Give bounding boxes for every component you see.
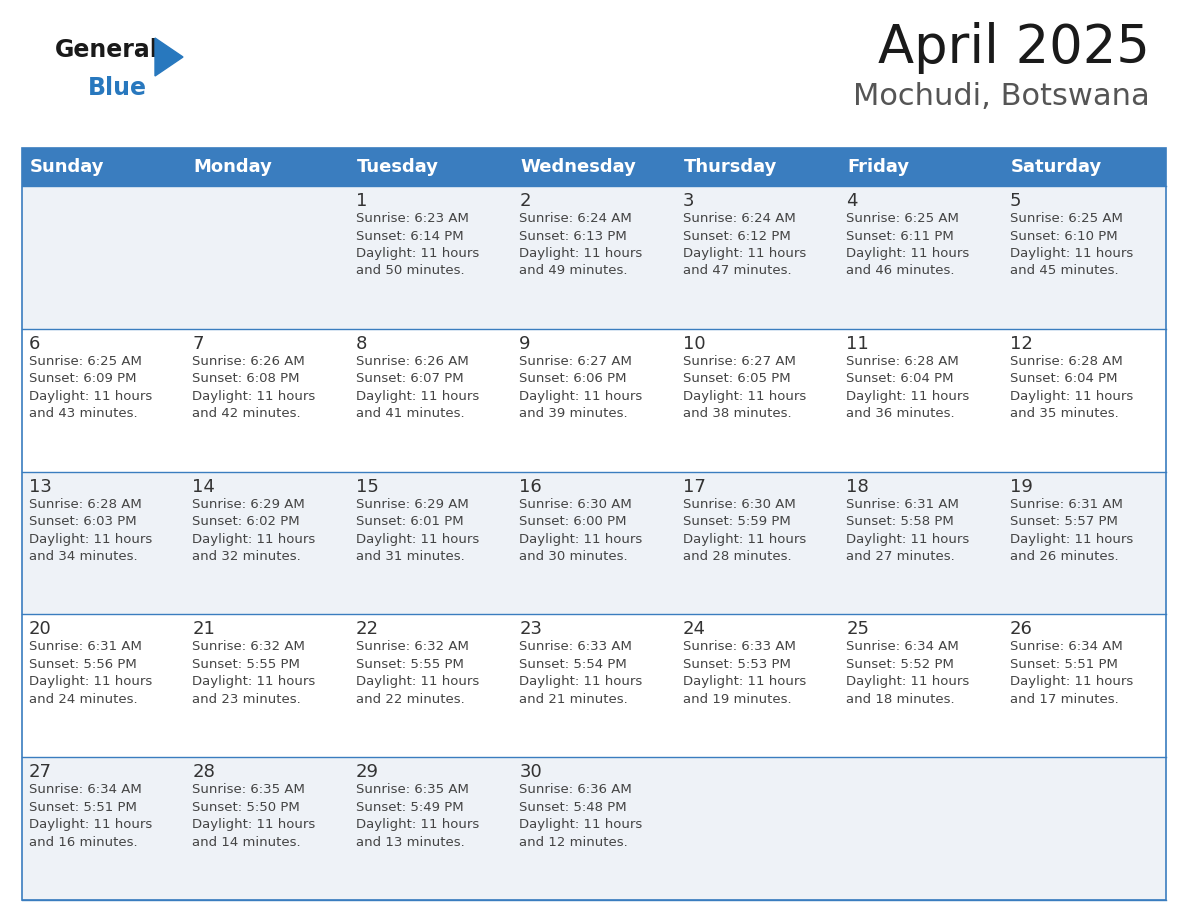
Text: Sunrise: 6:31 AM
Sunset: 5:57 PM
Daylight: 11 hours
and 26 minutes.: Sunrise: 6:31 AM Sunset: 5:57 PM Dayligh… — [1010, 498, 1133, 563]
Text: Sunrise: 6:34 AM
Sunset: 5:51 PM
Daylight: 11 hours
and 16 minutes.: Sunrise: 6:34 AM Sunset: 5:51 PM Dayligh… — [29, 783, 152, 849]
Text: 8: 8 — [356, 335, 367, 353]
Text: Sunrise: 6:26 AM
Sunset: 6:07 PM
Daylight: 11 hours
and 41 minutes.: Sunrise: 6:26 AM Sunset: 6:07 PM Dayligh… — [356, 354, 479, 420]
Text: 2: 2 — [519, 192, 531, 210]
Bar — [23, 757, 1165, 900]
Text: 3: 3 — [683, 192, 694, 210]
Text: 24: 24 — [683, 621, 706, 638]
Text: 29: 29 — [356, 763, 379, 781]
Text: 1: 1 — [356, 192, 367, 210]
Text: Sunrise: 6:24 AM
Sunset: 6:12 PM
Daylight: 11 hours
and 47 minutes.: Sunrise: 6:24 AM Sunset: 6:12 PM Dayligh… — [683, 212, 805, 277]
Text: Sunrise: 6:24 AM
Sunset: 6:13 PM
Daylight: 11 hours
and 49 minutes.: Sunrise: 6:24 AM Sunset: 6:13 PM Dayligh… — [519, 212, 643, 277]
Text: Sunday: Sunday — [30, 158, 105, 176]
Text: 16: 16 — [519, 477, 542, 496]
Text: Sunrise: 6:35 AM
Sunset: 5:49 PM
Daylight: 11 hours
and 13 minutes.: Sunrise: 6:35 AM Sunset: 5:49 PM Dayligh… — [356, 783, 479, 849]
Text: 4: 4 — [846, 192, 858, 210]
Text: Saturday: Saturday — [1011, 158, 1101, 176]
Text: 28: 28 — [192, 763, 215, 781]
Text: 14: 14 — [192, 477, 215, 496]
Text: 18: 18 — [846, 477, 868, 496]
Text: Sunrise: 6:25 AM
Sunset: 6:09 PM
Daylight: 11 hours
and 43 minutes.: Sunrise: 6:25 AM Sunset: 6:09 PM Dayligh… — [29, 354, 152, 420]
Text: Monday: Monday — [194, 158, 272, 176]
Text: Sunrise: 6:30 AM
Sunset: 5:59 PM
Daylight: 11 hours
and 28 minutes.: Sunrise: 6:30 AM Sunset: 5:59 PM Dayligh… — [683, 498, 805, 563]
Text: 19: 19 — [1010, 477, 1032, 496]
Text: 21: 21 — [192, 621, 215, 638]
Text: 26: 26 — [1010, 621, 1032, 638]
Text: Sunrise: 6:28 AM
Sunset: 6:04 PM
Daylight: 11 hours
and 36 minutes.: Sunrise: 6:28 AM Sunset: 6:04 PM Dayligh… — [846, 354, 969, 420]
Text: Sunrise: 6:28 AM
Sunset: 6:04 PM
Daylight: 11 hours
and 35 minutes.: Sunrise: 6:28 AM Sunset: 6:04 PM Dayligh… — [1010, 354, 1133, 420]
Text: Sunrise: 6:36 AM
Sunset: 5:48 PM
Daylight: 11 hours
and 12 minutes.: Sunrise: 6:36 AM Sunset: 5:48 PM Dayligh… — [519, 783, 643, 849]
Text: 25: 25 — [846, 621, 870, 638]
Text: 27: 27 — [29, 763, 52, 781]
Text: Sunrise: 6:25 AM
Sunset: 6:11 PM
Daylight: 11 hours
and 46 minutes.: Sunrise: 6:25 AM Sunset: 6:11 PM Dayligh… — [846, 212, 969, 277]
Text: Sunrise: 6:34 AM
Sunset: 5:52 PM
Daylight: 11 hours
and 18 minutes.: Sunrise: 6:34 AM Sunset: 5:52 PM Dayligh… — [846, 641, 969, 706]
Text: Sunrise: 6:26 AM
Sunset: 6:08 PM
Daylight: 11 hours
and 42 minutes.: Sunrise: 6:26 AM Sunset: 6:08 PM Dayligh… — [192, 354, 316, 420]
Text: Sunrise: 6:31 AM
Sunset: 5:56 PM
Daylight: 11 hours
and 24 minutes.: Sunrise: 6:31 AM Sunset: 5:56 PM Dayligh… — [29, 641, 152, 706]
Bar — [185, 148, 349, 186]
Text: Sunrise: 6:33 AM
Sunset: 5:53 PM
Daylight: 11 hours
and 19 minutes.: Sunrise: 6:33 AM Sunset: 5:53 PM Dayligh… — [683, 641, 805, 706]
Text: 15: 15 — [356, 477, 379, 496]
Text: 30: 30 — [519, 763, 542, 781]
Text: 10: 10 — [683, 335, 706, 353]
Text: 9: 9 — [519, 335, 531, 353]
Bar — [23, 329, 1165, 472]
Bar — [512, 148, 676, 186]
Bar — [23, 148, 1165, 900]
Text: Sunrise: 6:32 AM
Sunset: 5:55 PM
Daylight: 11 hours
and 22 minutes.: Sunrise: 6:32 AM Sunset: 5:55 PM Dayligh… — [356, 641, 479, 706]
Text: Sunrise: 6:33 AM
Sunset: 5:54 PM
Daylight: 11 hours
and 21 minutes.: Sunrise: 6:33 AM Sunset: 5:54 PM Dayligh… — [519, 641, 643, 706]
Text: April 2025: April 2025 — [878, 22, 1150, 74]
Text: Sunrise: 6:34 AM
Sunset: 5:51 PM
Daylight: 11 hours
and 17 minutes.: Sunrise: 6:34 AM Sunset: 5:51 PM Dayligh… — [1010, 641, 1133, 706]
Text: Sunrise: 6:29 AM
Sunset: 6:01 PM
Daylight: 11 hours
and 31 minutes.: Sunrise: 6:29 AM Sunset: 6:01 PM Dayligh… — [356, 498, 479, 563]
Bar — [676, 148, 839, 186]
Bar — [23, 186, 1165, 329]
Text: 13: 13 — [29, 477, 52, 496]
Text: 11: 11 — [846, 335, 868, 353]
Text: 7: 7 — [192, 335, 204, 353]
Text: Sunrise: 6:28 AM
Sunset: 6:03 PM
Daylight: 11 hours
and 34 minutes.: Sunrise: 6:28 AM Sunset: 6:03 PM Dayligh… — [29, 498, 152, 563]
Bar — [23, 472, 1165, 614]
Text: 20: 20 — [29, 621, 52, 638]
Bar — [23, 614, 1165, 757]
Text: 5: 5 — [1010, 192, 1020, 210]
Text: Sunrise: 6:27 AM
Sunset: 6:06 PM
Daylight: 11 hours
and 39 minutes.: Sunrise: 6:27 AM Sunset: 6:06 PM Dayligh… — [519, 354, 643, 420]
Text: 6: 6 — [29, 335, 40, 353]
Text: Sunrise: 6:23 AM
Sunset: 6:14 PM
Daylight: 11 hours
and 50 minutes.: Sunrise: 6:23 AM Sunset: 6:14 PM Dayligh… — [356, 212, 479, 277]
Bar — [1003, 148, 1165, 186]
Text: General: General — [55, 38, 159, 62]
Text: Thursday: Thursday — [684, 158, 777, 176]
Text: Sunrise: 6:32 AM
Sunset: 5:55 PM
Daylight: 11 hours
and 23 minutes.: Sunrise: 6:32 AM Sunset: 5:55 PM Dayligh… — [192, 641, 316, 706]
Text: Sunrise: 6:30 AM
Sunset: 6:00 PM
Daylight: 11 hours
and 30 minutes.: Sunrise: 6:30 AM Sunset: 6:00 PM Dayligh… — [519, 498, 643, 563]
Text: Tuesday: Tuesday — [356, 158, 438, 176]
Text: 23: 23 — [519, 621, 542, 638]
Text: Sunrise: 6:29 AM
Sunset: 6:02 PM
Daylight: 11 hours
and 32 minutes.: Sunrise: 6:29 AM Sunset: 6:02 PM Dayligh… — [192, 498, 316, 563]
Text: Mochudi, Botswana: Mochudi, Botswana — [853, 82, 1150, 111]
Text: Sunrise: 6:31 AM
Sunset: 5:58 PM
Daylight: 11 hours
and 27 minutes.: Sunrise: 6:31 AM Sunset: 5:58 PM Dayligh… — [846, 498, 969, 563]
Text: 22: 22 — [356, 621, 379, 638]
Bar — [23, 148, 185, 186]
Text: 17: 17 — [683, 477, 706, 496]
Text: Sunrise: 6:25 AM
Sunset: 6:10 PM
Daylight: 11 hours
and 45 minutes.: Sunrise: 6:25 AM Sunset: 6:10 PM Dayligh… — [1010, 212, 1133, 277]
Text: Wednesday: Wednesday — [520, 158, 636, 176]
Polygon shape — [154, 38, 183, 76]
Text: Friday: Friday — [847, 158, 909, 176]
Text: 12: 12 — [1010, 335, 1032, 353]
Text: Blue: Blue — [88, 76, 147, 100]
Text: Sunrise: 6:27 AM
Sunset: 6:05 PM
Daylight: 11 hours
and 38 minutes.: Sunrise: 6:27 AM Sunset: 6:05 PM Dayligh… — [683, 354, 805, 420]
Text: Sunrise: 6:35 AM
Sunset: 5:50 PM
Daylight: 11 hours
and 14 minutes.: Sunrise: 6:35 AM Sunset: 5:50 PM Dayligh… — [192, 783, 316, 849]
Bar — [839, 148, 1003, 186]
Bar — [349, 148, 512, 186]
